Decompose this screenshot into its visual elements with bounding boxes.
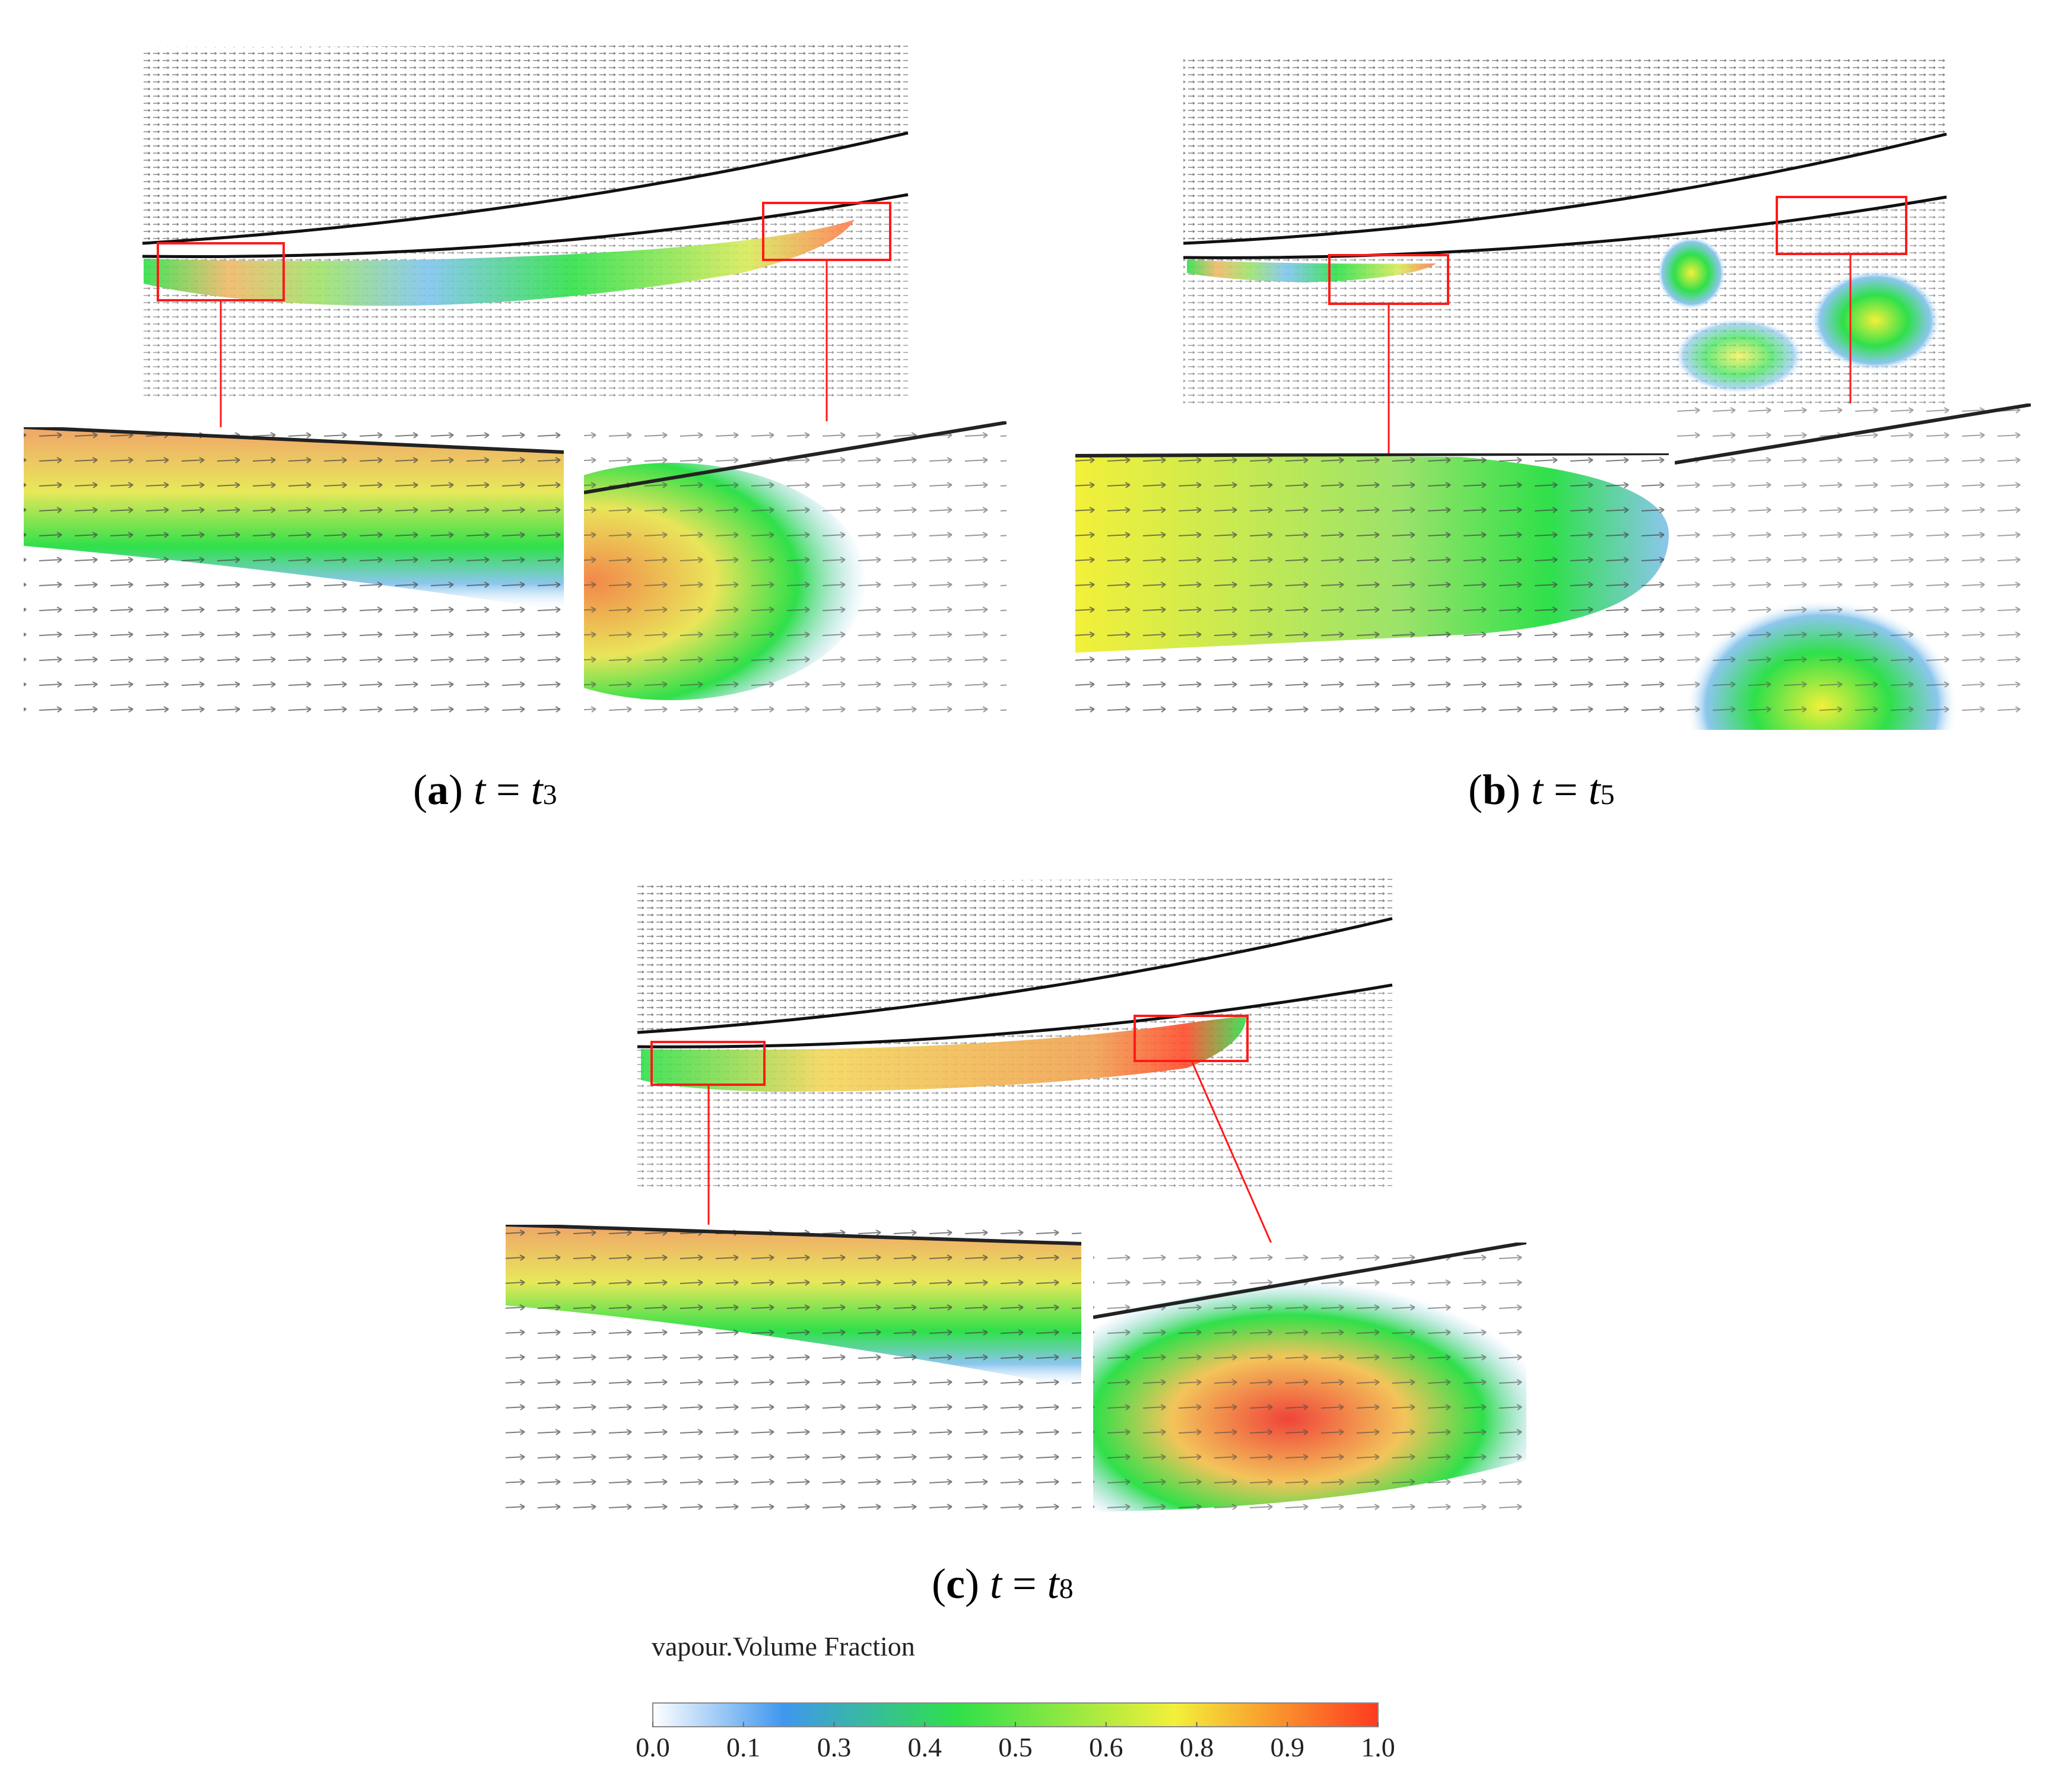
zoom-c-right [1093, 1243, 1526, 1512]
highlight-box-b-right [1776, 196, 1907, 255]
panel-c [506, 878, 1526, 1512]
caption-c-subscript: 8 [1059, 1573, 1074, 1604]
colorbar-title: vapour.Volume Fraction [652, 1631, 915, 1661]
colorbar-ticks [652, 1722, 1379, 1727]
zoom-b-left [1075, 453, 1669, 718]
zoom-c-left [506, 1225, 1081, 1510]
colorbar-tick-label: 0.4 [907, 1732, 942, 1762]
cloud-b-3 [1674, 318, 1804, 394]
caption-a: (a) t = t3 [413, 766, 557, 814]
flow-field-b [1183, 57, 1947, 403]
colorbar-tick-label: 0.0 [636, 1732, 670, 1762]
flow-field-c [637, 878, 1393, 1187]
caption-b-label: b [1482, 766, 1507, 814]
colorbar [652, 1702, 1379, 1727]
caption-a-label: a [427, 766, 449, 814]
caption-c-label: c [945, 1560, 965, 1607]
caption-c: (c) t = t8 [932, 1560, 1074, 1607]
panel-a [24, 44, 1007, 713]
caption-a-subscript: 3 [542, 779, 557, 811]
colorbar-tick-label: 0.3 [817, 1732, 852, 1762]
colorbar-tick-label: 0.9 [1270, 1732, 1305, 1762]
cloud-b-2 [1810, 269, 1941, 371]
zoom-b-right [1675, 403, 2031, 730]
cavity-c [641, 1016, 1246, 1092]
highlight-box-c-right [1134, 1015, 1249, 1062]
colorbar-tick-label: 0.8 [1179, 1732, 1214, 1762]
cloud-b-1 [1657, 236, 1726, 310]
flow-field-a [142, 44, 909, 398]
caption-b: (b) t = t5 [1468, 766, 1615, 814]
colorbar-tick-label: 0.6 [1089, 1732, 1123, 1762]
panel-b [1075, 57, 2031, 730]
zoom-a-right [584, 421, 1007, 713]
cavity-a [144, 220, 855, 306]
colorbar-tick-label: 0.1 [726, 1732, 761, 1762]
zoom-a-left [24, 427, 564, 713]
colorbar-tick-label: 0.5 [998, 1732, 1033, 1762]
cavity-b [1187, 260, 1436, 282]
colorbar-tick-label: 1.0 [1361, 1732, 1395, 1762]
caption-b-subscript: 5 [1600, 779, 1615, 811]
